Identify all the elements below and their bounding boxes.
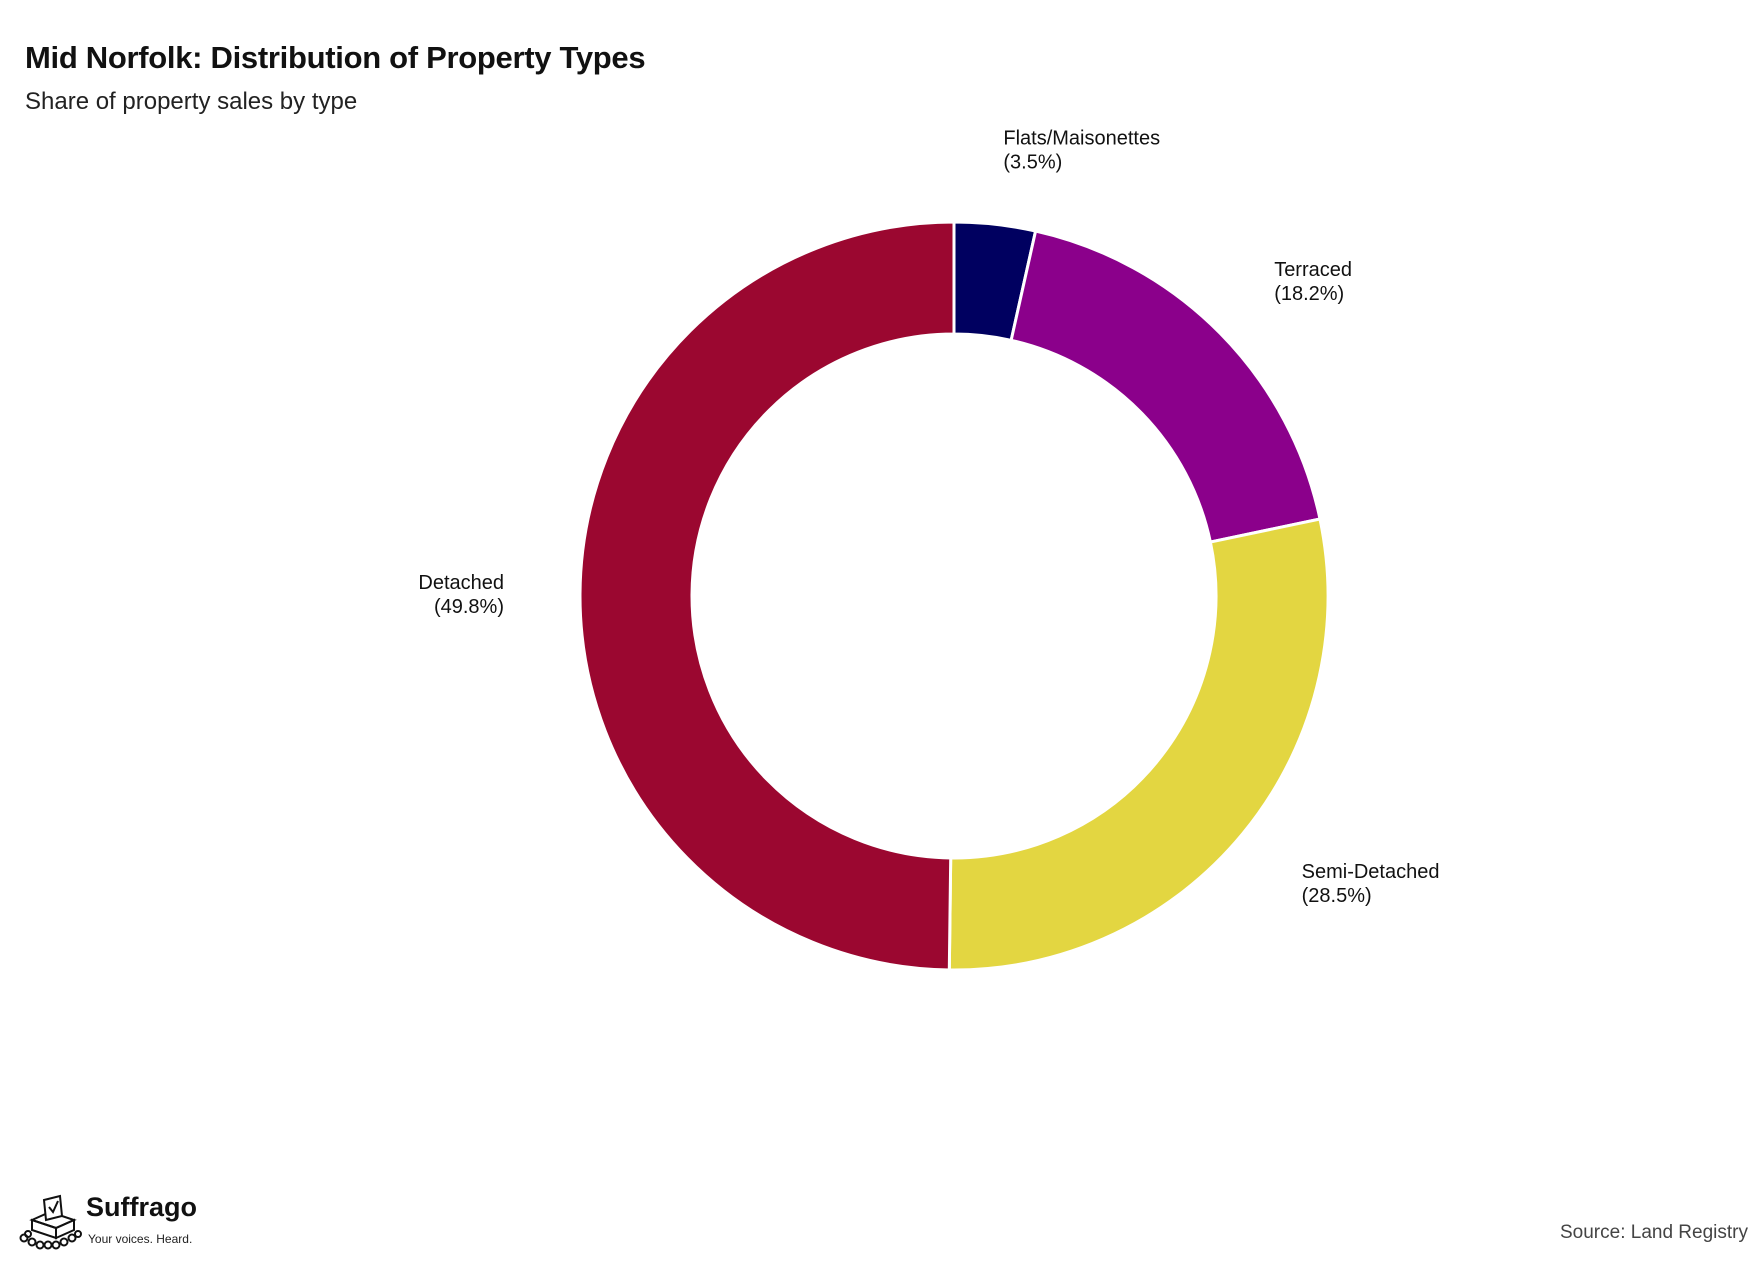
slice-label-flats-maisonettes: Flats/Maisonettes (3.5%) <box>1003 128 1160 174</box>
slice-label-terraced: Terraced (18.2%) <box>1274 259 1352 305</box>
slices-group <box>578 220 1330 972</box>
donut-chart: Flats/Maisonettes (3.5%) Terraced (18.2%) Se… <box>418 128 1439 972</box>
chart-subtitle: Share of property sales by type <box>25 88 358 115</box>
slice-semi-detached <box>947 517 1330 972</box>
slice-label-semi-detached: Semi-Detached (28.5%) <box>1302 861 1440 907</box>
brand-name: Suffrago <box>86 1192 197 1222</box>
slice-label-detached: Detached (49.8%) <box>418 572 504 618</box>
slice-detached <box>578 220 956 972</box>
source-note: Source: Land Registry <box>1560 1222 1748 1243</box>
brand-tagline: Your voices. Heard. <box>88 1232 193 1246</box>
suffrago-logo <box>19 1194 82 1250</box>
labels-group: Flats/Maisonettes (3.5%) Terraced (18.2%) Se… <box>418 128 1439 907</box>
chart-title: Mid Norfolk: Distribution of Property Ty… <box>25 40 646 75</box>
